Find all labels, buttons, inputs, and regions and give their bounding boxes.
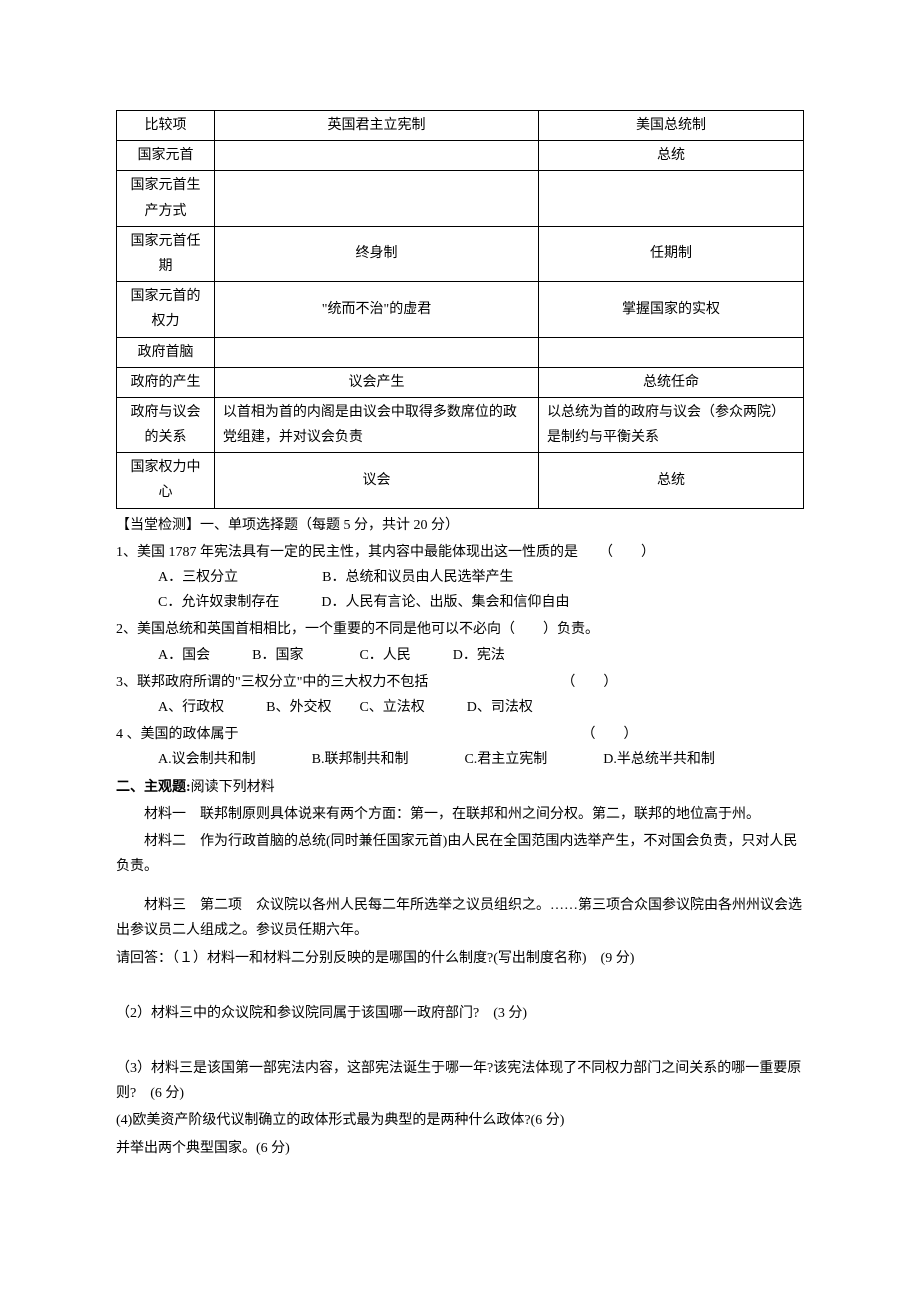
row-label: 政府与议会的关系	[117, 397, 215, 452]
row-cell: 以总统为首的政府与议会（参众两院）是制约与平衡关系	[539, 397, 804, 452]
table-row: 国家权力中心 议会 总统	[117, 453, 804, 508]
row-cell	[539, 171, 804, 226]
row-label: 国家元首的权力	[117, 282, 215, 337]
table-row: 国家元首的权力 "统而不治"的虚君 掌握国家的实权	[117, 282, 804, 337]
table-row: 政府首脑	[117, 337, 804, 367]
table-header-row: 比较项 英国君主立宪制 美国总统制	[117, 111, 804, 141]
table-row: 政府的产生 议会产生 总统任命	[117, 367, 804, 397]
heading-text: 一、单项选择题（每题 5 分，共计 20 分）	[200, 518, 459, 533]
row-label: 政府首脑	[117, 337, 215, 367]
header-col2: 英国君主立宪制	[214, 111, 538, 141]
section2-heading: 二、主观题:	[116, 780, 191, 795]
row-cell	[214, 337, 538, 367]
row-cell: 议会产生	[214, 367, 538, 397]
header-col3: 美国总统制	[539, 111, 804, 141]
row-cell: 总统	[539, 141, 804, 171]
section2-suffix: 阅读下列材料	[191, 780, 275, 795]
row-cell: 总统	[539, 453, 804, 508]
row-cell	[214, 141, 538, 171]
material-1: 材料一 联邦制原则具体说来有两个方面：第一，在联邦和州之间分权。第二，联邦的地位…	[116, 802, 804, 827]
row-cell: 终身制	[214, 226, 538, 281]
table-row: 国家元首任期 终身制 任期制	[117, 226, 804, 281]
question-1-options-line1: A．三权分立 B．总统和议员由人民选举产生	[116, 565, 804, 590]
row-cell: 掌握国家的实权	[539, 282, 804, 337]
row-cell	[539, 337, 804, 367]
table-row: 政府与议会的关系 以首相为首的内阁是由议会中取得多数席位的政党组建，并对议会负责…	[117, 397, 804, 452]
question-1: 1、美国 1787 年宪法具有一定的民主性，其内容中最能体现出这一性质的是 （ …	[116, 540, 804, 565]
row-cell	[214, 171, 538, 226]
table-row: 国家元首 总统	[117, 141, 804, 171]
row-label: 国家元首任期	[117, 226, 215, 281]
row-label: 国家权力中心	[117, 453, 215, 508]
material-3: 材料三 第二项 众议院以各州人民每二年所选举之议员组织之。……第三项合众国参议院…	[116, 893, 804, 943]
question-3-options: A、行政权 B、外交权 C、立法权 D、司法权	[116, 695, 804, 720]
question-4: 4 、美国的政体属于 （ ）	[116, 722, 804, 747]
section1-heading: 【当堂检测】一、单项选择题（每题 5 分，共计 20 分）	[116, 513, 804, 538]
sub-question-2: （2）材料三中的众议院和参议院同属于该国哪一政府部门? (3 分)	[116, 1001, 804, 1026]
row-cell: 以首相为首的内阁是由议会中取得多数席位的政党组建，并对议会负责	[214, 397, 538, 452]
row-cell: 总统任命	[539, 367, 804, 397]
row-label: 政府的产生	[117, 367, 215, 397]
row-label: 国家元首	[117, 141, 215, 171]
row-cell: "统而不治"的虚君	[214, 282, 538, 337]
question-2-options: A．国会 B．国家 C．人民 D．宪法	[116, 643, 804, 668]
row-cell: 议会	[214, 453, 538, 508]
question-1-options-line2: C．允许奴隶制存在 D．人民有言论、出版、集会和信仰自由	[116, 590, 804, 615]
question-3: 3、联邦政府所谓的"三权分立"中的三大权力不包括 （ ）	[116, 670, 804, 695]
sub-question-3: （3）材料三是该国第一部宪法内容，这部宪法诞生于哪一年?该宪法体现了不同权力部门…	[116, 1056, 804, 1106]
sub-question-4: (4)欧美资产阶级代议制确立的政体形式最为典型的是两种什么政体?(6 分)	[116, 1108, 804, 1133]
row-cell: 任期制	[539, 226, 804, 281]
question-4-options: A.议会制共和制 B.联邦制共和制 C.君主立宪制 D.半总统半共和制	[116, 747, 804, 772]
heading-prefix: 【当堂检测】	[116, 518, 200, 533]
section2-heading-container: 二、主观题:阅读下列材料	[116, 775, 804, 800]
material-2: 材料二 作为行政首脑的总统(同时兼任国家元首)由人民在全国范围内选举产生，不对国…	[116, 829, 804, 879]
sub-question-4-line2: 并举出两个典型国家。(6 分)	[116, 1136, 804, 1161]
header-col1: 比较项	[117, 111, 215, 141]
question-2: 2、美国总统和英国首相相比，一个重要的不同是他可以不必向（ ）负责。	[116, 617, 804, 642]
sub-question-1: 请回答：（１）材料一和材料二分别反映的是哪国的什么制度?(写出制度名称) (9 …	[116, 946, 804, 971]
table-row: 国家元首生产方式	[117, 171, 804, 226]
comparison-table: 比较项 英国君主立宪制 美国总统制 国家元首 总统 国家元首生产方式 国家元首任…	[116, 110, 804, 509]
row-label: 国家元首生产方式	[117, 171, 215, 226]
